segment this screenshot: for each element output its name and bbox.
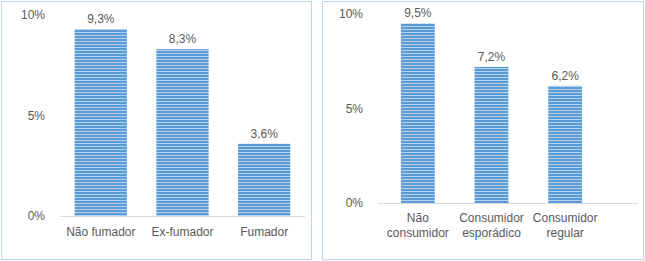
panel-border: [323, 2, 644, 260]
x-tick-label: Ex-fumador: [151, 225, 213, 239]
bar: [75, 29, 127, 216]
x-axis-line: [60, 216, 305, 217]
data-label: 6,2%: [551, 69, 579, 83]
panel-border: [2, 2, 312, 260]
y-tick-label: 5%: [28, 109, 46, 123]
data-label: 9,3%: [87, 12, 115, 26]
x-axis-line: [378, 203, 638, 204]
data-label: 9,5%: [404, 6, 432, 20]
y-tick-label: 0%: [28, 209, 46, 223]
x-tick-label: Nãoconsumidor: [387, 211, 449, 240]
x-tick-label: Consumidoresporádico: [459, 211, 524, 240]
figure: 0% 5% 10% 9,3% 8,3% 3,6% Não fumador Ex-fumador…: [0, 0, 645, 261]
bar: [401, 23, 435, 203]
y-tick-label: 0%: [346, 196, 364, 210]
bar: [548, 86, 582, 203]
data-label: 3,6%: [250, 127, 278, 141]
chart-panel: 0% 5% 10% 9,3% 8,3% 3,6% Não fumador Ex-fumador…: [2, 2, 312, 260]
data-label: 7,2%: [478, 50, 506, 64]
bars: [401, 23, 582, 203]
data-label: 8,3%: [169, 32, 197, 46]
x-tick-label: Fumador: [240, 225, 288, 239]
bar: [156, 49, 208, 216]
x-tick-label: Não fumador: [66, 225, 135, 239]
y-tick-label: 5%: [346, 102, 364, 116]
bars: [75, 29, 291, 216]
chart-panel: 0% 5% 10% 9,5% 7,2% 6,2% Nãoconsumidor Consumid…: [323, 2, 644, 260]
y-tick-label: 10%: [21, 8, 45, 22]
bar: [238, 144, 290, 216]
x-tick-label: Consumidorregular: [533, 211, 598, 240]
y-tick-label: 10%: [339, 7, 363, 21]
bar: [475, 67, 509, 203]
